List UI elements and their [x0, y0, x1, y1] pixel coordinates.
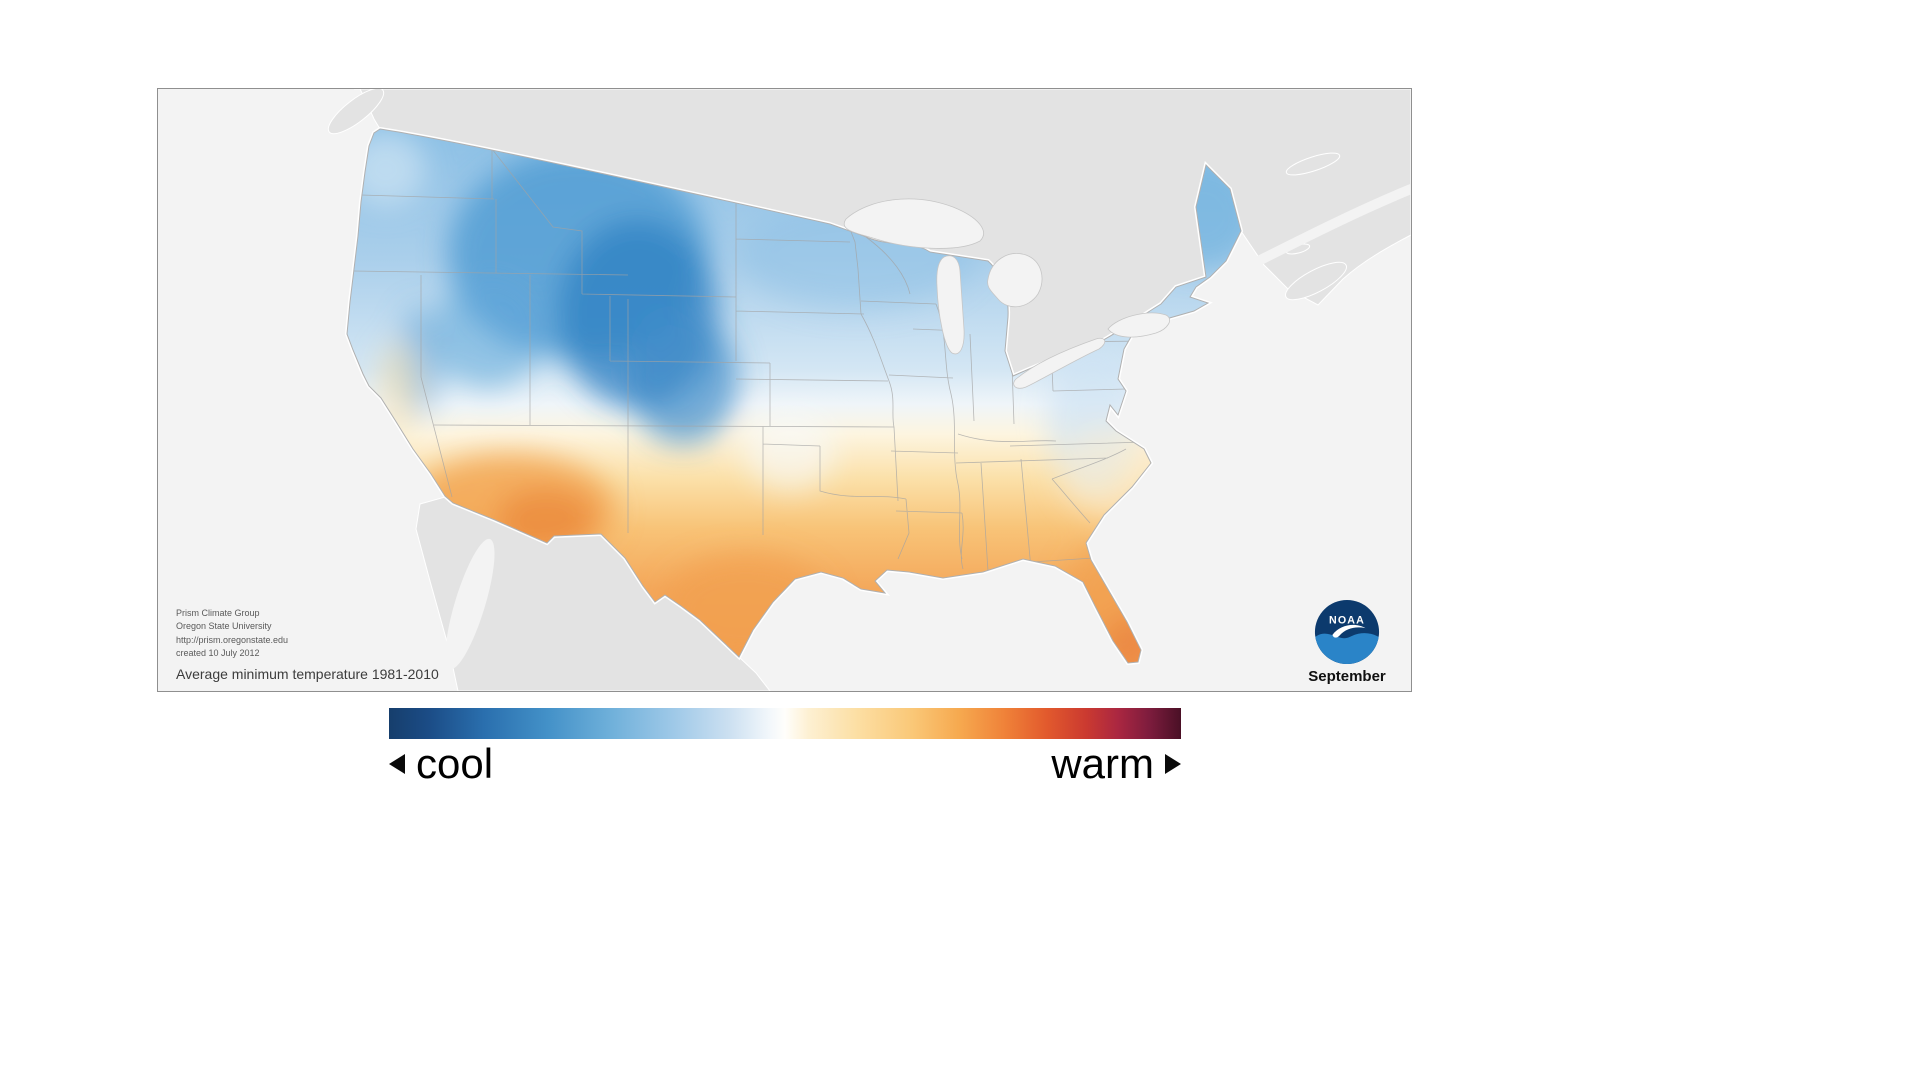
cool-arrow-icon	[389, 754, 405, 774]
colorbar	[389, 708, 1181, 739]
legend-labels: cool warm	[389, 739, 1181, 789]
cool-label: cool	[416, 740, 494, 787]
map-credits: Prism Climate Group Oregon State Univers…	[176, 607, 439, 682]
lake-michigan	[936, 255, 965, 355]
gulf-of-california	[445, 538, 495, 670]
st-lawrence-river	[1205, 184, 1411, 290]
legend-cool: cool	[389, 740, 493, 788]
lake-erie	[1013, 337, 1106, 389]
map-title: Average minimum temperature 1981-2010	[176, 665, 439, 682]
warm-label: warm	[1051, 740, 1154, 787]
credit-line: http://prism.oregonstate.edu	[176, 634, 289, 645]
seagull-icon	[1332, 624, 1366, 638]
us-temperature-map	[327, 89, 1411, 691]
nova-scotia	[1285, 261, 1347, 301]
credit-line: Prism Climate Group	[176, 607, 260, 618]
month-label: September	[1308, 668, 1386, 685]
map-panel: Prism Climate Group Oregon State Univers…	[157, 88, 1412, 692]
legend-warm: warm	[1051, 740, 1181, 788]
credit-line: Oregon State University	[176, 621, 272, 631]
noaa-wordmark: NOAA	[1329, 614, 1365, 626]
state-borders	[352, 135, 1147, 572]
lake-ontario	[1107, 312, 1170, 338]
noaa-logo: NOAA	[1314, 599, 1380, 665]
warm-arrow-icon	[1165, 754, 1181, 774]
credit-line: created 10 July 2012	[176, 648, 260, 658]
vancouver-island	[327, 89, 385, 135]
great-lakes	[843, 198, 1170, 389]
anticosti-island	[1285, 152, 1341, 176]
lake-huron	[987, 253, 1043, 308]
noaa-block: NOAA September	[1297, 598, 1397, 685]
lake-superior	[843, 198, 984, 249]
